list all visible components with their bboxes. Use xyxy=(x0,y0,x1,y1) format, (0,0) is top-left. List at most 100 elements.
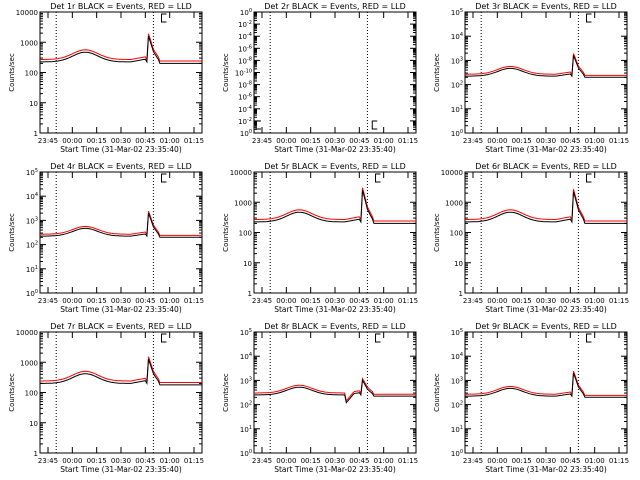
plot-title: Det 3r BLACK = Events, RED = LLD xyxy=(475,2,617,11)
x-tick-label: 00:15 xyxy=(512,297,532,305)
plot-frame xyxy=(39,331,203,454)
bracket-mark xyxy=(375,333,381,343)
y-axis-label: Counts/sec xyxy=(8,213,16,252)
x-tick-label: 01:15 xyxy=(609,457,629,465)
x-tick-label: 00:45 xyxy=(135,457,155,465)
y-tick-label: 100 xyxy=(240,129,252,138)
plot-title: Det 6r BLACK = Events, RED = LLD xyxy=(475,162,617,171)
x-tick-label: 00:30 xyxy=(325,297,345,305)
y-tick-label: 100 xyxy=(25,390,38,398)
x-tick-label: 00:15 xyxy=(87,137,107,145)
y-axis-label: Counts/sec xyxy=(222,213,230,252)
y-tick-label: 1 xyxy=(34,130,38,138)
y-axis-label: Counts/sec xyxy=(433,373,441,412)
series-events xyxy=(254,190,416,224)
plot-title: Det 2r BLACK = Events, RED = LLD xyxy=(264,2,406,11)
plot-title: Det 8r BLACK = Events, RED = LLD xyxy=(264,322,406,331)
y-tick-label: 10-10 xyxy=(235,69,252,78)
x-tick-label: 00:45 xyxy=(560,457,580,465)
x-tick-label: 00:45 xyxy=(349,457,369,465)
x-tick-label: 00:15 xyxy=(301,297,321,305)
y-axis-label: Counts/sec xyxy=(433,53,441,92)
y-tick-label: 1000 xyxy=(445,199,463,207)
x-tick-label: 00:00 xyxy=(62,297,82,305)
x-tick-label: 00:00 xyxy=(62,137,82,145)
y-tick-label: 10000 xyxy=(441,169,463,177)
x-tick-label: 00:00 xyxy=(487,137,507,145)
bracket-mark xyxy=(586,333,592,343)
x-tick-label: 23:45 xyxy=(252,297,272,305)
x-tick-label: 00:15 xyxy=(301,457,321,465)
x-tick-label: 00:15 xyxy=(512,137,532,145)
y-tick-label: 10-4 xyxy=(238,32,252,41)
plot-frame xyxy=(253,11,417,134)
x-tick-label: 01:15 xyxy=(184,457,204,465)
y-tick-label: 103 xyxy=(26,216,38,225)
x-tick-label: 00:00 xyxy=(276,297,296,305)
series-lld xyxy=(254,187,416,222)
x-tick-label: 00:30 xyxy=(536,297,556,305)
x-axis-label: Start Time (31-Mar-02 23:35:40) xyxy=(60,145,182,154)
x-tick-label: 01:15 xyxy=(184,297,204,305)
plot-title: Det 4r BLACK = Events, RED = LLD xyxy=(50,162,192,171)
y-tick-label: 10 xyxy=(29,100,38,108)
series-lld xyxy=(465,371,627,396)
y-tick-label: 105 xyxy=(240,328,252,337)
x-axis-label: Start Time (31-Mar-02 23:35:40) xyxy=(60,465,182,474)
x-tick-label: 00:45 xyxy=(349,297,369,305)
y-tick-label: 10000 xyxy=(16,329,38,337)
y-tick-label: 101 xyxy=(451,425,463,434)
y-tick-label: 1000 xyxy=(20,39,38,47)
y-axis-label: Counts/sec xyxy=(222,53,230,92)
x-tick-label: 00:00 xyxy=(276,457,296,465)
bracket-mark xyxy=(375,173,381,183)
y-tick-label: 100 xyxy=(451,449,463,458)
x-tick-label: 00:30 xyxy=(536,137,556,145)
y-tick-label: 101 xyxy=(26,265,38,274)
y-tick-label: 103 xyxy=(451,376,463,385)
y-axis-label: Counts/sec xyxy=(8,53,16,92)
plot-title: Det 5r BLACK = Events, RED = LLD xyxy=(264,162,406,171)
x-tick-label: 01:15 xyxy=(609,137,629,145)
x-axis-label: Start Time (31-Mar-02 23:35:40) xyxy=(274,305,396,314)
x-tick-label: 23:45 xyxy=(463,137,483,145)
y-tick-label: 105 xyxy=(26,168,38,177)
y-axis-label: Counts/sec xyxy=(433,213,441,252)
x-tick-label: 00:45 xyxy=(135,137,155,145)
x-tick-label: 01:15 xyxy=(398,137,418,145)
series-events xyxy=(465,191,627,224)
series-lld xyxy=(465,189,627,222)
x-tick-label: 01:00 xyxy=(160,297,180,305)
y-axis-label: Counts/sec xyxy=(222,373,230,412)
x-axis-label: Start Time (31-Mar-02 23:35:40) xyxy=(485,465,607,474)
series-lld xyxy=(40,211,202,236)
x-tick-label: 23:45 xyxy=(38,137,58,145)
x-tick-label: 01:15 xyxy=(609,297,629,305)
x-axis-label: Start Time (31-Mar-02 23:35:40) xyxy=(274,145,396,154)
x-tick-label: 23:45 xyxy=(463,297,483,305)
series-lld xyxy=(40,33,202,62)
y-tick-label: 102 xyxy=(240,401,252,410)
x-tick-label: 01:00 xyxy=(160,457,180,465)
y-tick-label: 10 xyxy=(29,420,38,428)
series-events xyxy=(40,36,202,64)
x-tick-label: 00:30 xyxy=(111,137,131,145)
x-tick-label: 00:45 xyxy=(349,137,369,145)
bracket-mark xyxy=(586,173,592,183)
x-axis-label: Start Time (31-Mar-02 23:35:40) xyxy=(485,145,607,154)
y-tick-label: 100 xyxy=(240,8,252,17)
plot-title: Det 1r BLACK = Events, RED = LLD xyxy=(50,2,192,11)
y-tick-label: 1000 xyxy=(20,359,38,367)
y-axis-label: Counts/sec xyxy=(8,373,16,412)
series-events xyxy=(40,212,202,238)
x-tick-label: 01:00 xyxy=(374,137,394,145)
x-tick-label: 00:30 xyxy=(325,457,345,465)
series-lld xyxy=(40,356,202,383)
x-tick-label: 01:00 xyxy=(585,297,605,305)
y-tick-label: 10-2 xyxy=(238,117,252,126)
y-tick-label: 100 xyxy=(239,230,252,238)
y-tick-label: 104 xyxy=(240,352,252,361)
plot-frame xyxy=(253,171,417,294)
y-tick-label: 104 xyxy=(451,352,463,361)
